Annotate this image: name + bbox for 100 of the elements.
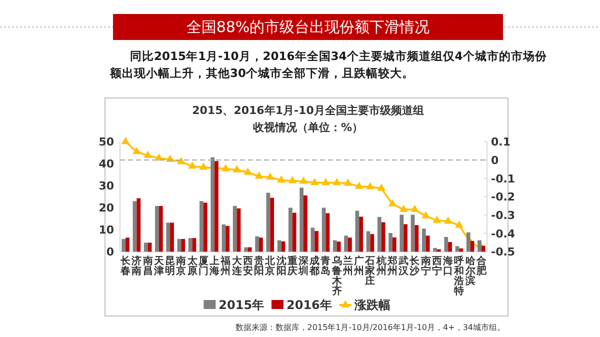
bar bbox=[359, 216, 363, 252]
y-tick-label: 40 bbox=[98, 158, 114, 171]
bar bbox=[226, 226, 230, 252]
x-tick-label: 杭州 bbox=[375, 255, 386, 277]
x-tick-label: 合肥 bbox=[475, 255, 488, 277]
point bbox=[144, 150, 152, 158]
x-tick-label: 长沙 bbox=[408, 255, 421, 277]
x-tick-label: 贵阳 bbox=[253, 255, 264, 277]
x-tick-label: 厦门 bbox=[197, 255, 208, 277]
y-tick-label: 10 bbox=[98, 224, 114, 237]
y-tick-label: 0 bbox=[106, 246, 114, 259]
x-tick-label: 昆明 bbox=[165, 255, 176, 277]
point bbox=[399, 204, 408, 212]
bar bbox=[132, 201, 137, 252]
bar bbox=[244, 247, 248, 252]
point bbox=[299, 176, 308, 184]
bar bbox=[270, 198, 274, 252]
bar bbox=[122, 238, 126, 252]
bar bbox=[322, 208, 326, 252]
bar bbox=[259, 238, 263, 252]
x-tick-label: 沈阳 bbox=[275, 255, 286, 277]
chart-subtitle: 全国88%的市级台出现份额下滑情况 bbox=[186, 18, 430, 36]
bar bbox=[348, 238, 352, 252]
bar bbox=[310, 228, 315, 252]
bar bbox=[277, 240, 282, 252]
y-tick-label: 20 bbox=[98, 202, 114, 215]
x-tick-label: 兰州 bbox=[342, 255, 353, 277]
bar bbox=[300, 188, 304, 252]
point bbox=[188, 161, 196, 169]
x-tick-label: 深圳 bbox=[298, 255, 310, 277]
y2-tick-label: -0.5 bbox=[491, 246, 516, 259]
x-tick-label: 南昌 bbox=[142, 255, 153, 277]
bar bbox=[326, 213, 330, 252]
bar bbox=[433, 248, 437, 252]
bar bbox=[214, 161, 218, 252]
x-tick-label: 济南 bbox=[130, 255, 142, 277]
x-tick-label: 上海 bbox=[208, 255, 220, 277]
x-tick-label: 南京 bbox=[175, 255, 186, 277]
bar bbox=[136, 198, 141, 252]
point bbox=[444, 216, 452, 224]
x-tick-label: 广州 bbox=[353, 255, 364, 277]
legend-label: 涨跌幅 bbox=[353, 298, 390, 312]
point bbox=[177, 157, 186, 164]
bar bbox=[181, 238, 186, 252]
x-tick-label: 成都 bbox=[308, 255, 320, 277]
y2-tick-label: 0 bbox=[491, 154, 499, 168]
bar bbox=[332, 240, 337, 252]
point bbox=[410, 204, 419, 212]
bar bbox=[370, 234, 374, 252]
point bbox=[344, 178, 352, 186]
x-tick-label: 乌鲁木齐 bbox=[330, 255, 343, 297]
x-tick-label: 武汉 bbox=[398, 255, 410, 277]
bar bbox=[444, 236, 448, 252]
bar bbox=[200, 201, 204, 252]
bar bbox=[232, 206, 237, 252]
bar bbox=[426, 236, 430, 252]
x-tick-label: 福州 bbox=[220, 255, 231, 277]
bar bbox=[288, 208, 292, 252]
text: 同比2015年1月-10月，2016年全国34个主要城市频道组仅4个城市的市场份额出现小幅上升，其他30个城市全部下滑，且跌幅较大。 bbox=[109, 49, 548, 80]
bar bbox=[158, 206, 163, 252]
bar bbox=[203, 202, 208, 252]
bar bbox=[255, 236, 260, 252]
bar bbox=[304, 195, 308, 252]
x-tick-label: 北京 bbox=[264, 255, 276, 277]
bar bbox=[366, 231, 370, 252]
bar bbox=[170, 222, 174, 252]
x-tick-label: 重庆 bbox=[286, 255, 298, 277]
x-tick-label: 青岛 bbox=[320, 255, 331, 277]
point bbox=[310, 178, 319, 186]
point bbox=[132, 146, 141, 154]
point bbox=[432, 216, 442, 223]
point bbox=[232, 165, 241, 172]
point bbox=[277, 175, 286, 183]
x-tick-label: 天津 bbox=[152, 255, 165, 277]
bar bbox=[148, 242, 152, 252]
x-tick-label: 石家庄 bbox=[364, 256, 376, 287]
x-tick-label: 哈尔滨 bbox=[464, 255, 476, 287]
bar bbox=[414, 225, 419, 252]
point bbox=[366, 182, 374, 190]
bar bbox=[155, 206, 159, 252]
point bbox=[332, 178, 342, 186]
y2-tick-label: 0.1 bbox=[491, 136, 510, 149]
bar bbox=[292, 212, 296, 252]
bar bbox=[126, 238, 130, 252]
point bbox=[244, 168, 252, 175]
bar bbox=[388, 233, 392, 252]
chart-title: 2015、2016年1月-10月全国主要市级频道组收视情况（单位：%） bbox=[192, 104, 424, 134]
y2-tick-label: -0.4 bbox=[491, 227, 516, 240]
y2-tick-label: -0.3 bbox=[491, 209, 516, 222]
x-tick-label: 大连 bbox=[230, 255, 243, 277]
bar bbox=[144, 242, 148, 252]
point bbox=[455, 220, 464, 228]
point bbox=[221, 164, 230, 172]
x-tick-label: 西宁 bbox=[430, 256, 442, 277]
bar bbox=[392, 237, 396, 252]
bar bbox=[422, 228, 426, 252]
x-tick-label: 海口 bbox=[442, 255, 454, 277]
y-tick-label: 30 bbox=[98, 180, 114, 193]
bar bbox=[248, 247, 252, 252]
point bbox=[266, 172, 274, 180]
